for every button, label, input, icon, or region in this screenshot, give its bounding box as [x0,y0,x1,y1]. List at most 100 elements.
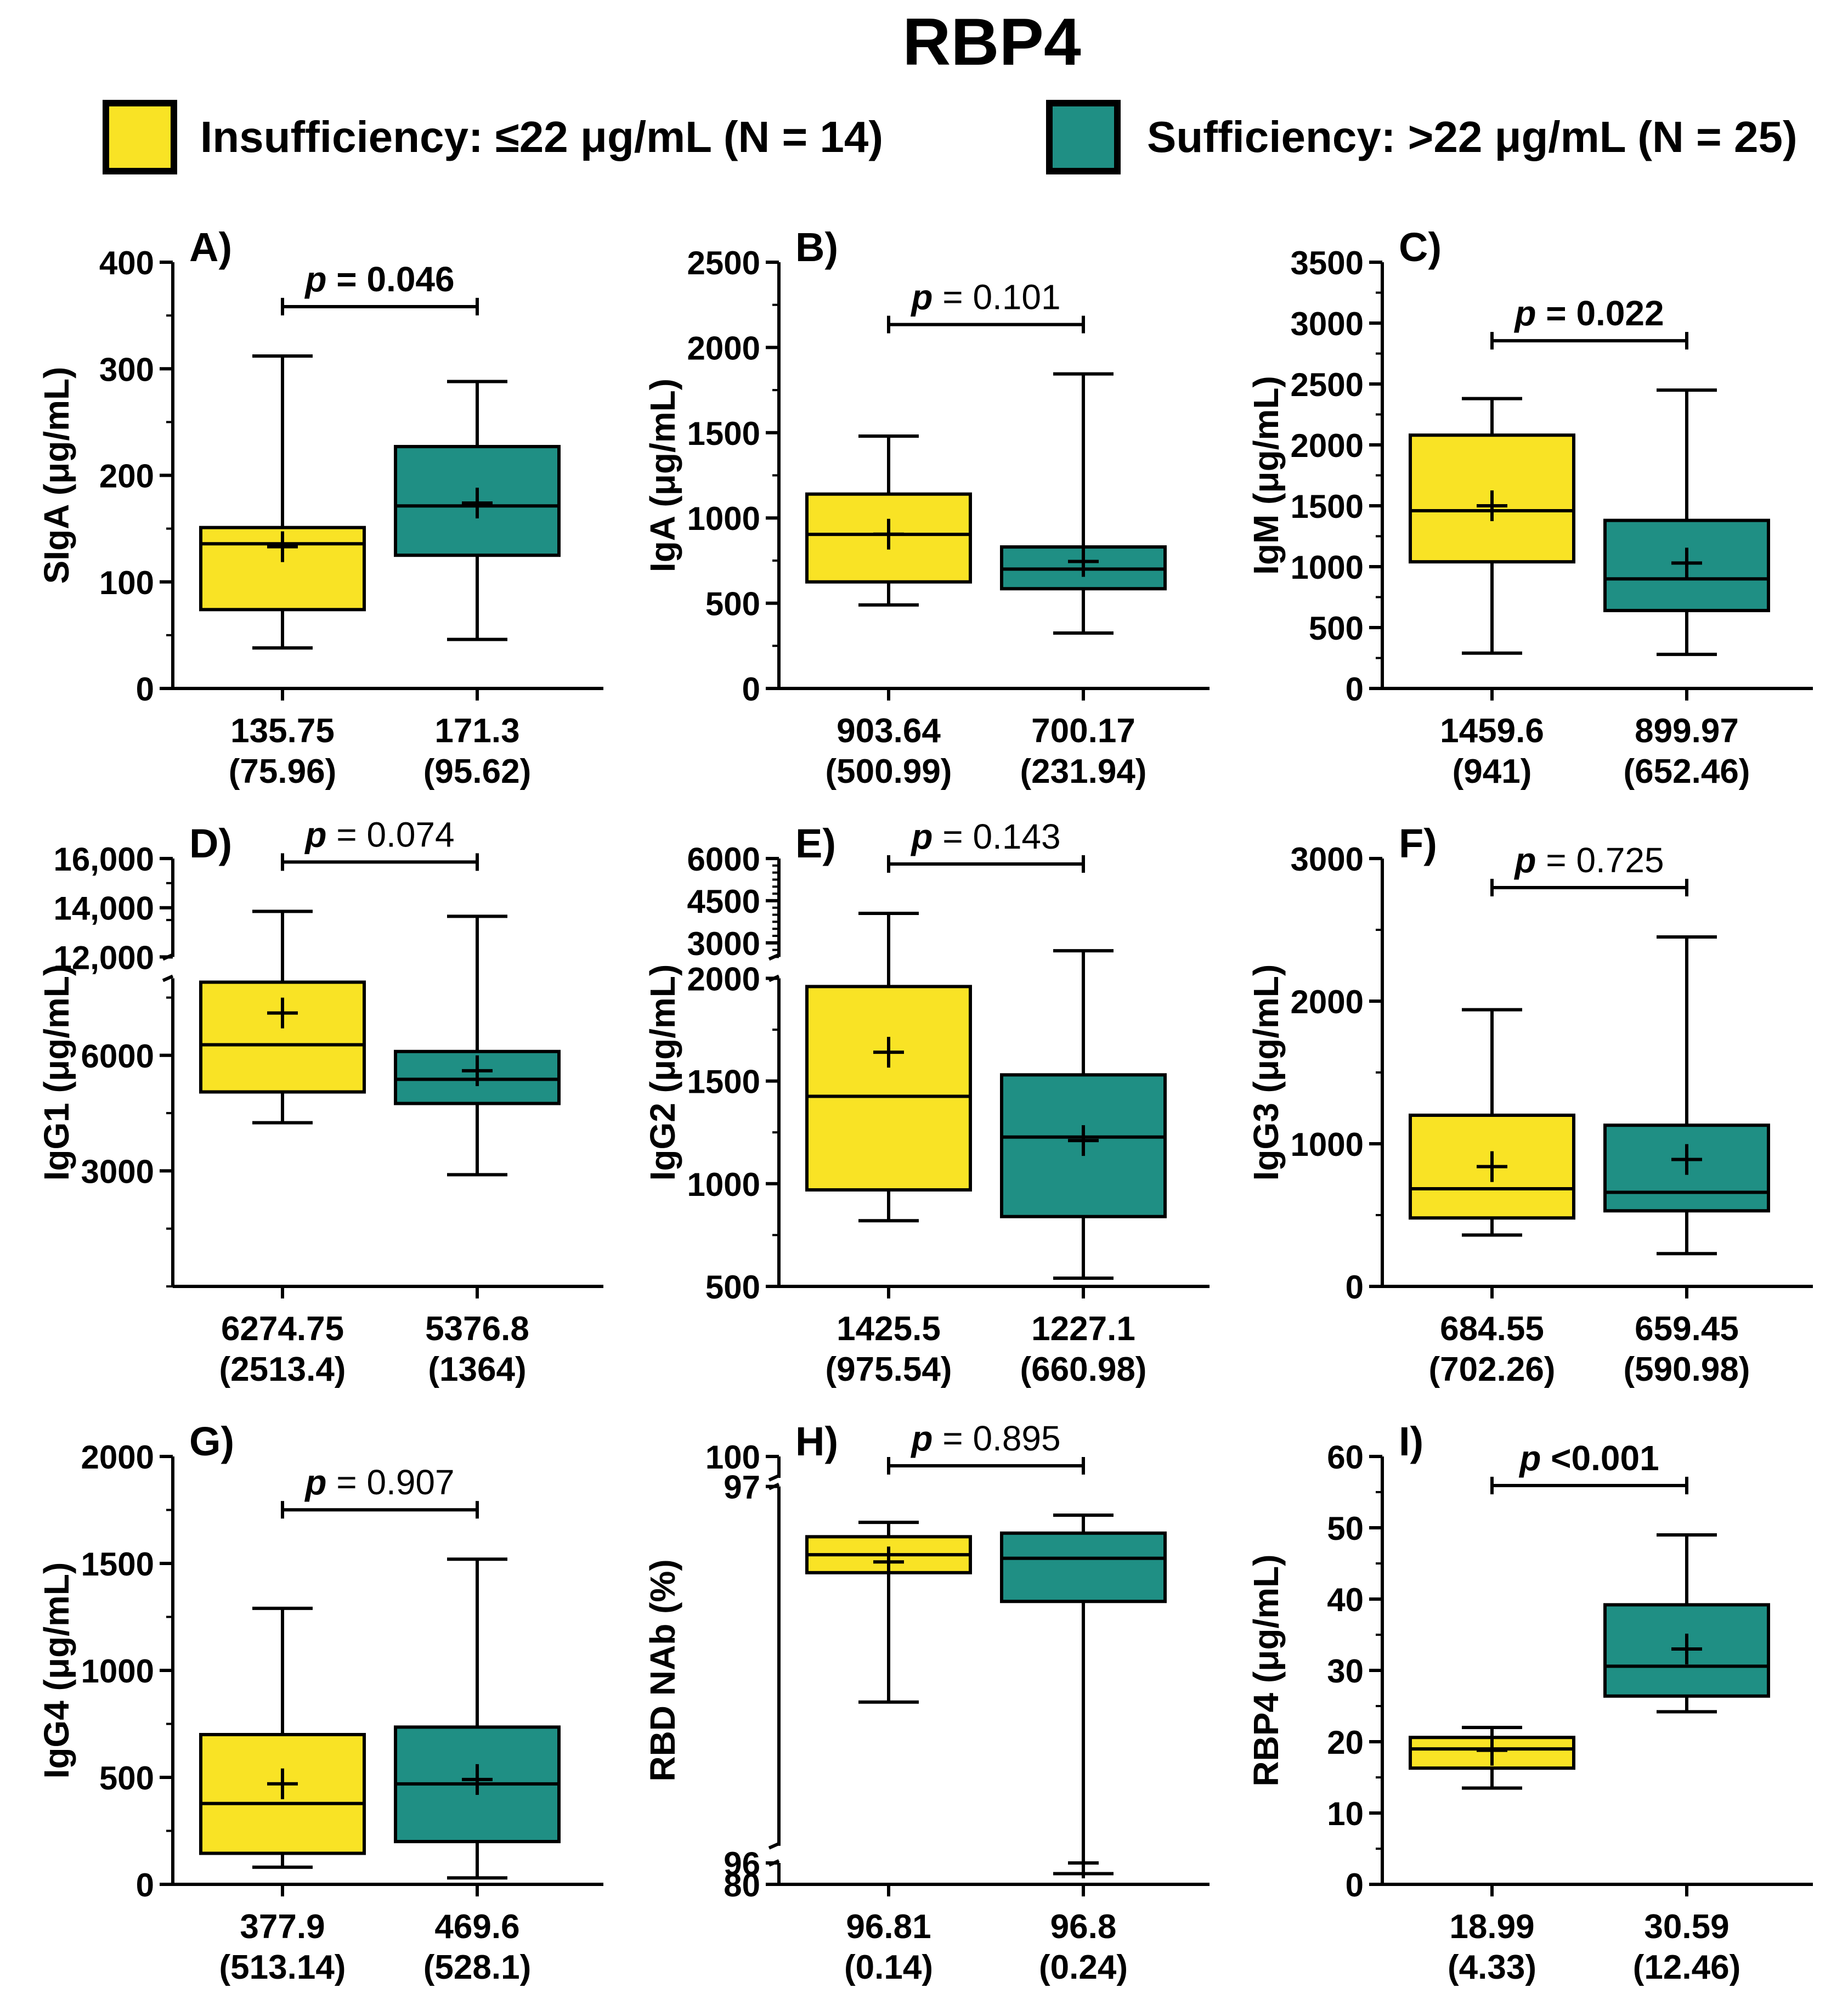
panel-label: A) [189,224,232,270]
box-group-sufficiency: 5376.8(1364) [394,914,561,1388]
x-tick-label-value: 903.64 [837,712,941,750]
x-tick-label-iqr: (702.26) [1429,1351,1556,1388]
x-tick-label-value: 30.59 [1644,1908,1729,1946]
y-tick-label: 1000 [81,1653,154,1690]
p-symbol: p [910,817,933,856]
legend-label-sufficiency: Sufficiency: >22 μg/mL (N = 25) [1147,112,1798,161]
y-axis-label: IgG3 (μg/mL) [1246,964,1286,1181]
y-tick-label: 40 [1327,1582,1364,1618]
y-tick-label: 3000 [1291,841,1364,878]
y-tick-label: 0 [1346,671,1364,708]
y-tick-label: 3000 [687,925,760,962]
p-symbol: p [910,278,933,317]
y-tick-label: 16,000 [53,841,154,878]
y-tick-label: 3500 [1291,245,1364,281]
x-tick-label-iqr: (500.99) [826,753,952,790]
x-tick-label-iqr: (513.14) [219,1949,346,1986]
y-tick-label: 2000 [687,961,760,997]
legend-swatch-sufficiency [1046,100,1121,174]
y-tick-label: 2000 [687,330,760,366]
p-symbol: p [1518,1438,1541,1478]
x-tick-label-value: 469.6 [434,1908,519,1946]
box-group-sufficiency: 659.45(590.98) [1603,935,1770,1388]
box-group-sufficiency: 1227.1(660.98) [1000,949,1167,1388]
panel-label: B) [795,224,838,270]
y-tick-label: 500 [99,1760,154,1797]
figure-title: RBP4 [902,4,1081,79]
p-value: = 0.895 [933,1419,1061,1458]
y-tick-label: 0 [1346,1269,1364,1306]
y-axis-label: SIgA (μg/mL) [37,367,76,584]
x-tick-label-iqr: (652.46) [1624,753,1750,790]
p-symbol: p [304,1462,326,1502]
y-tick-label: 1000 [1291,1126,1364,1163]
panel-label: I) [1399,1419,1423,1464]
y-tick-label: 500 [1309,610,1364,647]
x-tick-label-value: 18.99 [1449,1908,1534,1946]
x-tick-label-value: 899.97 [1635,712,1739,750]
y-tick-label: 30 [1327,1653,1364,1690]
x-tick-label-iqr: (75.96) [229,753,336,790]
box-group-insufficiency: 377.9(513.14) [199,1606,366,1986]
x-tick-label-iqr: (975.54) [826,1351,952,1388]
y-tick-label: 2500 [687,245,760,281]
p-symbol: p [910,1419,933,1458]
panel-g: G) 0 500 1000 1500 2000 IgG4 (μg/mL) 377.9(513.… [37,1419,603,1986]
x-tick-label-value: 5376.8 [425,1310,529,1348]
box-group-insufficiency: 6274.75(2513.4) [199,910,366,1388]
box-group-insufficiency: 684.55(702.26) [1409,1008,1575,1388]
y-tick-label: 1000 [687,500,760,537]
p-value-label: p = 0.074 [304,815,454,854]
p-value: = 0.725 [1536,840,1664,880]
legend: Insufficiency: ≤22 μg/mL (N = 14) Suffic… [103,100,1798,174]
y-tick-label: 500 [705,1269,760,1306]
panel-label: F) [1399,821,1437,866]
legend-label-insufficiency: Insufficiency: ≤22 μg/mL (N = 14) [200,112,883,161]
x-tick-label-value: 6274.75 [221,1310,344,1348]
y-axis-label: RBP4 (μg/mL) [1246,1554,1286,1786]
p-symbol: p [1513,293,1536,333]
y-axis-label: IgG1 (μg/mL) [37,964,76,1181]
p-value-label: p = 0.101 [910,278,1060,317]
y-tick-label: 0 [136,671,154,708]
box-group-insufficiency: 903.64(500.99) [805,434,972,790]
y-tick-label: 1500 [687,1064,760,1100]
y-tick-label: 400 [99,245,154,281]
x-tick-label-iqr: (660.98) [1020,1351,1147,1388]
x-tick-label-iqr: (12.46) [1633,1949,1740,1986]
y-tick-label: 60 [1327,1439,1364,1476]
x-tick-label-iqr: (590.98) [1624,1351,1750,1388]
p-value-label: p <0.001 [1518,1438,1659,1478]
axis-break-mark [768,1474,780,1482]
box-group-sufficiency: 469.6(528.1) [394,1557,561,1986]
p-value: = 0.046 [327,259,455,299]
x-tick-label-value: 700.17 [1031,712,1135,750]
box-group-sufficiency: 30.59(12.46) [1603,1533,1770,1986]
y-tick-label: 2500 [1291,366,1364,403]
box-group-sufficiency: 96.8(0.24) [1000,1514,1167,1986]
axis-break-mark [768,1842,780,1850]
p-symbol: p [1513,840,1536,880]
p-value-label: p = 0.725 [1513,840,1664,880]
panel-d: D) 3000 6000 12,000 14,000 16,000 IgG1 (μg/mL)… [37,815,603,1388]
y-tick-label: 6000 [687,841,760,878]
y-tick-label: 96 [724,1845,760,1882]
y-axis-label: IgA (μg/mL) [643,379,682,572]
p-value: = 0.074 [327,815,455,854]
x-tick-label-value: 96.8 [1050,1908,1117,1946]
panel-label: D) [189,821,232,866]
y-axis-label: IgG2 (μg/mL) [643,964,682,1181]
y-tick-label: 100 [705,1439,760,1476]
x-tick-label-value: 171.3 [434,712,519,750]
y-tick-label: 10 [1327,1795,1364,1832]
y-tick-label: 3000 [1291,306,1364,342]
box-group-insufficiency: 18.99(4.33) [1409,1726,1575,1986]
x-tick-label-iqr: (528.1) [423,1949,531,1986]
panel-c: C) 0 500 1000 1500 2000 2500 3000 3500 IgM (μg/mL… [1246,224,1813,790]
x-tick-label-value: 684.55 [1440,1310,1544,1348]
y-tick-label: 200 [99,458,154,495]
p-value-label: p = 0.895 [910,1419,1060,1458]
x-tick-label-value: 1459.6 [1440,712,1544,750]
